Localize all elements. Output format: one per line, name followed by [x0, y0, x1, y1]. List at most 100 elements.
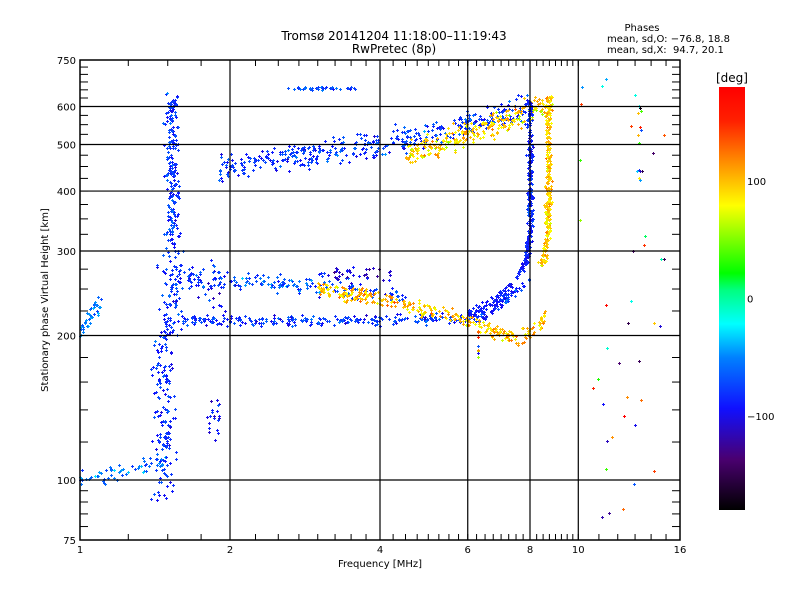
data-point	[547, 188, 550, 191]
data-point	[353, 87, 356, 90]
data-point	[445, 146, 448, 149]
data-point	[346, 294, 349, 297]
data-point	[545, 97, 548, 100]
data-point	[207, 288, 210, 291]
data-point	[547, 239, 550, 242]
data-point	[219, 281, 222, 284]
data-point	[521, 327, 524, 330]
data-point	[346, 87, 349, 90]
data-point	[218, 415, 221, 418]
data-point	[287, 149, 290, 152]
data-point	[122, 468, 125, 471]
data-point	[165, 456, 168, 459]
data-point	[168, 324, 171, 327]
data-point	[477, 352, 480, 355]
data-point	[438, 310, 441, 313]
data-point	[216, 399, 219, 402]
data-point	[532, 333, 535, 336]
data-point	[547, 140, 550, 143]
data-point	[501, 328, 504, 331]
data-point	[438, 149, 441, 152]
data-point	[544, 241, 547, 244]
data-point	[109, 466, 112, 469]
data-point	[239, 324, 242, 327]
data-point	[343, 287, 346, 290]
data-point	[218, 277, 221, 280]
data-point	[192, 273, 195, 276]
data-point	[210, 287, 213, 290]
data-point	[410, 138, 413, 141]
data-point	[238, 316, 241, 319]
data-point	[499, 294, 502, 297]
data-point	[479, 125, 482, 128]
data-point	[177, 313, 180, 316]
data-point	[517, 344, 520, 347]
data-point	[515, 276, 518, 279]
data-point	[365, 302, 368, 305]
data-point	[166, 444, 169, 447]
data-point	[343, 319, 346, 322]
data-point	[194, 321, 197, 324]
data-point	[334, 290, 337, 293]
data-point	[448, 132, 451, 135]
data-point	[369, 289, 372, 292]
data-point	[243, 166, 246, 169]
data-point	[281, 285, 284, 288]
data-point	[309, 324, 312, 327]
data-point	[504, 290, 507, 293]
data-point	[323, 281, 326, 284]
data-point	[320, 86, 323, 89]
data-point	[318, 145, 321, 148]
data-point	[426, 304, 429, 307]
data-point	[220, 156, 223, 159]
data-point	[312, 149, 315, 152]
data-point	[319, 284, 322, 287]
data-point	[169, 274, 172, 277]
data-point	[343, 291, 346, 294]
data-point	[414, 320, 417, 323]
data-point	[370, 146, 373, 149]
data-point	[183, 317, 186, 320]
data-point	[497, 117, 500, 120]
data-point	[462, 136, 465, 139]
data-point	[282, 283, 285, 286]
data-point	[527, 230, 530, 233]
data-point	[169, 103, 172, 106]
data-point	[165, 474, 168, 477]
data-point	[539, 102, 542, 105]
data-point	[548, 231, 551, 234]
data-point	[653, 322, 656, 325]
data-point	[465, 324, 468, 327]
data-point	[421, 156, 424, 159]
data-point	[547, 180, 550, 183]
data-point	[324, 87, 327, 90]
data-point	[355, 155, 358, 158]
data-point	[165, 313, 168, 316]
data-point	[414, 160, 417, 163]
data-point	[435, 319, 438, 322]
data-point	[329, 87, 332, 90]
data-point	[546, 182, 549, 185]
data-point	[653, 470, 656, 473]
data-point	[167, 157, 170, 160]
data-point	[225, 166, 228, 169]
data-point	[527, 235, 530, 238]
data-point	[523, 341, 526, 344]
data-point	[273, 317, 276, 320]
data-point	[158, 356, 161, 359]
data-point	[523, 97, 526, 100]
data-point	[465, 130, 468, 133]
data-point	[276, 276, 279, 279]
data-point	[290, 316, 293, 319]
data-point	[396, 313, 399, 316]
data-point	[336, 290, 339, 293]
data-point	[267, 283, 270, 286]
data-point	[544, 254, 547, 257]
data-point	[293, 88, 296, 91]
data-point	[468, 130, 471, 133]
data-point	[172, 208, 175, 211]
data-point	[166, 116, 169, 119]
data-point	[165, 346, 168, 349]
data-point	[165, 446, 168, 449]
data-point	[638, 142, 641, 145]
